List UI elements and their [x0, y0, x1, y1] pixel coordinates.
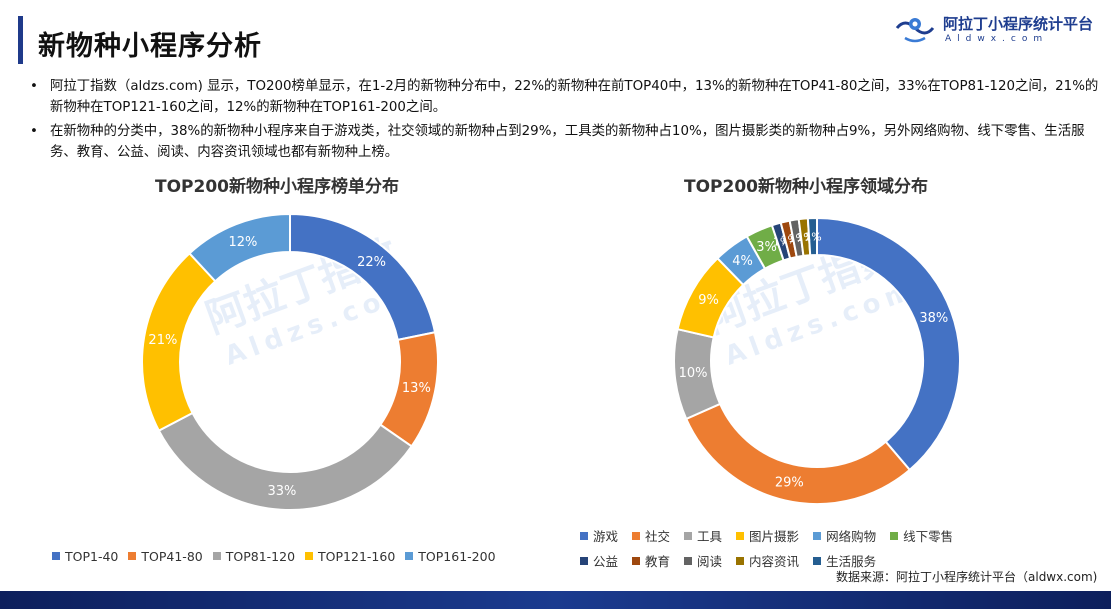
donut-chart-right: 38%29%10%9%4%3%1%1%1%1%1%: [673, 216, 961, 505]
legend-item-TOP81-120: TOP81-120: [212, 548, 296, 564]
legend-swatch: [52, 552, 60, 560]
legend-swatch: [736, 556, 745, 565]
legend-item-内容资讯: 内容资讯: [736, 551, 799, 570]
title-accent-bar: [18, 16, 23, 64]
legend-label: TOP81-120: [225, 548, 296, 564]
legend-swatch: [684, 531, 693, 540]
legend-swatch: [580, 556, 588, 565]
legend-swatch: [632, 556, 641, 565]
slice-label-TOP41-80: 13%: [402, 381, 431, 396]
slice-label-图片摄影: 9%: [698, 293, 719, 308]
slice-label-游戏: 38%: [919, 311, 948, 326]
legend-swatch: [890, 531, 899, 540]
brand-name: 阿拉丁小程序统计平台: [943, 15, 1094, 33]
brand-logo-icon: [895, 18, 935, 43]
slice-label-TOP161-200: 12%: [229, 235, 258, 250]
slice-label-社交: 29%: [775, 475, 804, 490]
legend-item-生活服务: 生活服务: [813, 551, 876, 570]
legend-item-工具: 工具: [684, 526, 722, 545]
legend-swatch: [632, 531, 641, 540]
legend-label: 生活服务: [826, 554, 877, 569]
donut-slice-生活服务: [806, 216, 818, 257]
donut-slice-TOP1-40: [289, 212, 437, 342]
legend-swatch: [736, 531, 745, 540]
legend-swatch: [813, 556, 822, 565]
legend-label: 工具: [697, 529, 723, 544]
legend-item-TOP1-40: TOP1-40: [52, 549, 118, 564]
legend-item-线下零售: 线下零售: [890, 526, 953, 545]
donut-slice-TOP161-200: [188, 212, 291, 283]
legend-swatch: [813, 531, 822, 540]
legend-item-阅读: 阅读: [684, 551, 722, 570]
bullet-text: 阿拉丁指数（aldzs.com) 显示，TO200榜单显示，在1-2月的新物种分…: [50, 79, 1099, 115]
slice-label-TOP1-40: 22%: [357, 255, 386, 270]
legend-left: TOP1-40 TOP41-80 TOP81-120 TOP121-160 TOP161…: [52, 548, 522, 564]
legend-item-TOP41-80: TOP41-80: [128, 548, 203, 564]
legend-item-公益: 公益: [580, 551, 618, 570]
legend-label: TOP161-200: [418, 548, 496, 564]
slice-label-网络购物: 4%: [732, 254, 753, 269]
brand-domain: Aldwx.com: [945, 34, 1049, 44]
legend-item-教育: 教育: [632, 551, 670, 570]
legend-swatch: [305, 552, 314, 560]
slice-label-线下零售: 3%: [756, 240, 777, 255]
legend-right: 游戏 社交 工具 图片摄影 网络购物 线下零售公益 教育 阅读 内容资讯 生活服务: [580, 526, 1050, 570]
legend-swatch: [128, 552, 137, 560]
legend-swatch: [405, 552, 414, 560]
slice-label-TOP121-160: 21%: [148, 333, 177, 348]
bullet-text: 在新物种的分类中，38%的新物种小程序来自于游戏类，社交领域的新物种占到29%，…: [50, 124, 1085, 160]
legend-swatch: [580, 531, 588, 540]
page-title: 新物种小程序分析: [38, 31, 262, 62]
brand-logo-block: 阿拉丁小程序统计平台 Aldwx.com: [893, 12, 1093, 46]
footer-band: [0, 591, 1111, 609]
legend-item-网络购物: 网络购物: [813, 526, 876, 545]
summary-bullets: • 阿拉丁指数（aldzs.com) 显示，TO200榜单显示，在1-2月的新物种…: [30, 76, 1100, 166]
donut-slice-游戏: [816, 216, 961, 472]
legend-swatch: [684, 556, 693, 565]
bullet-item: • 阿拉丁指数（aldzs.com) 显示，TO200榜单显示，在1-2月的新物种…: [30, 76, 1100, 118]
legend-label: TOP121-160: [318, 548, 396, 564]
legend-item-游戏: 游戏: [580, 526, 618, 545]
legend-label: TOP1-40: [65, 548, 119, 564]
chart-title-left: TOP200新物种小程序榜单分布: [155, 177, 399, 197]
legend-label: 内容资讯: [749, 554, 800, 569]
slice-label-工具: 10%: [679, 366, 708, 381]
data-source-note: 数据来源：阿拉丁小程序统计平台（aldwx.com): [836, 570, 1098, 584]
legend-label: 线下零售: [903, 529, 954, 544]
legend-label: 教育: [645, 554, 671, 569]
bullet-item: • 在新物种的分类中，38%的新物种小程序来自于游戏类，社交领域的新物种占到29%…: [30, 121, 1100, 163]
legend-label: 图片摄影: [749, 529, 800, 544]
slice-label-TOP81-120: 33%: [268, 484, 297, 499]
slice-label-生活服务: 1%: [804, 231, 821, 244]
legend-item-图片摄影: 图片摄影: [736, 526, 799, 545]
legend-label: 网络购物: [826, 529, 877, 544]
bullet-dot: •: [30, 124, 38, 139]
donut-chart-left: 22% 13% 33% 21% 12%: [141, 212, 439, 511]
legend-label: TOP41-80: [141, 548, 203, 564]
legend-item-社交: 社交: [632, 526, 670, 545]
legend-label: 游戏: [593, 529, 619, 544]
legend-item-TOP121-160: TOP121-160: [305, 549, 395, 564]
legend-label: 公益: [593, 554, 619, 569]
legend-swatch: [212, 552, 221, 560]
legend-label: 阅读: [697, 554, 723, 569]
chart-title-right: TOP200新物种小程序领域分布: [684, 177, 928, 197]
legend-item-TOP161-200: TOP161-200: [405, 548, 496, 564]
bullet-dot: •: [30, 79, 38, 94]
legend-label: 社交: [645, 529, 671, 544]
